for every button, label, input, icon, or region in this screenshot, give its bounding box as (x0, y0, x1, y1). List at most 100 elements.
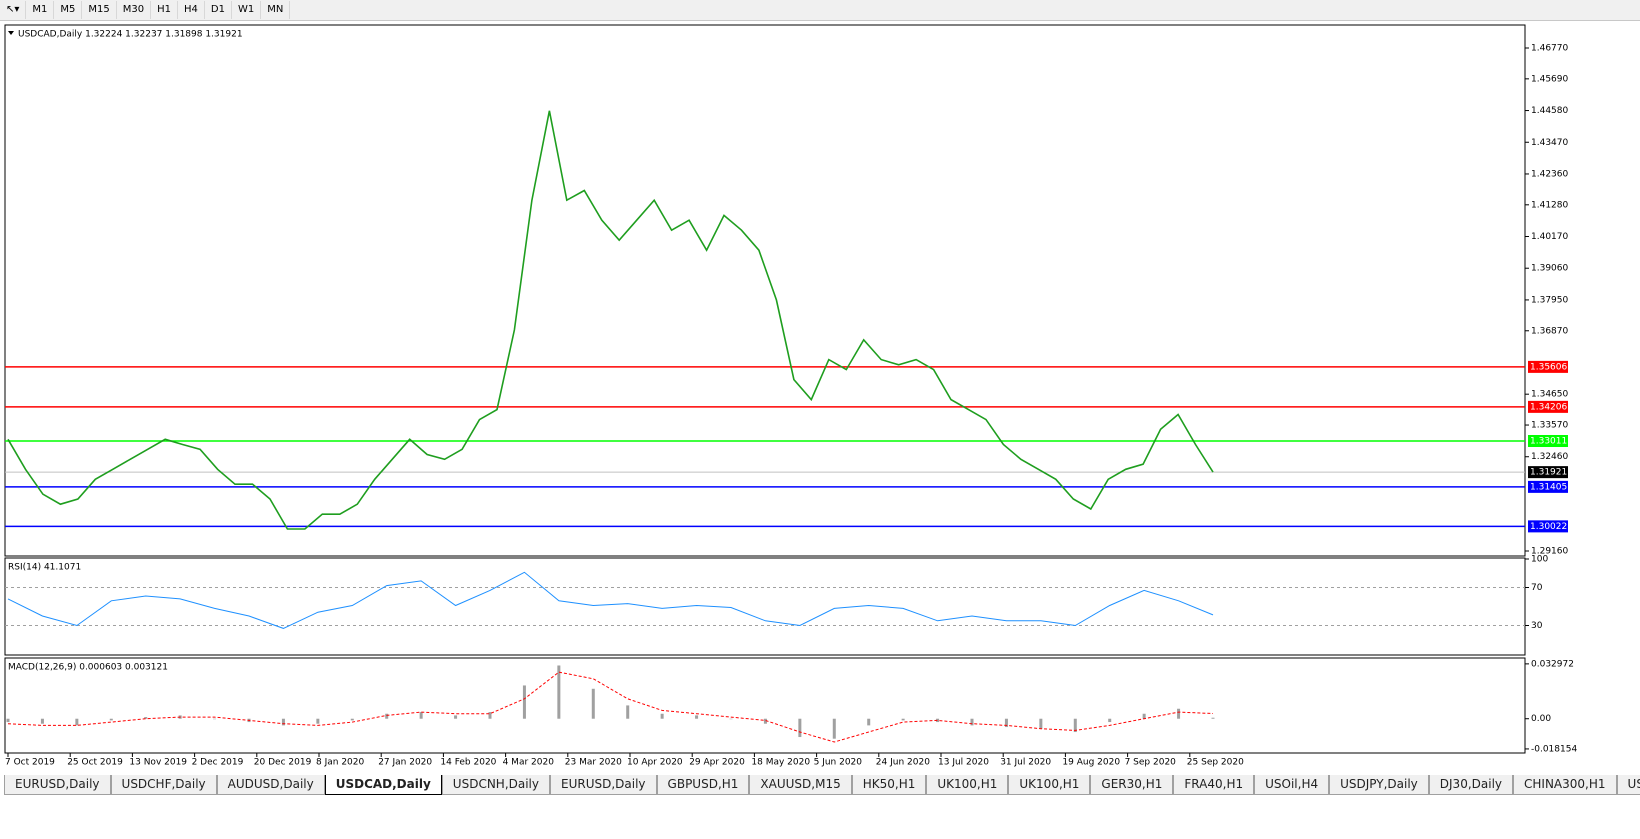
price-line (7, 571, 1214, 629)
timeframe-button[interactable]: H4 (178, 1, 205, 19)
price-level-badge (1528, 480, 1568, 493)
title-arrow (8, 31, 14, 35)
x-tick-label: 24 Jun 2020 (876, 758, 930, 768)
macd-bar (660, 713, 664, 719)
macd-bar (1211, 717, 1215, 719)
chart-tab[interactable]: GBPUSD,H1 (656, 775, 750, 795)
macd-bar (454, 715, 458, 719)
x-tick-label: 5 Jun 2020 (814, 758, 863, 768)
x-tick-label: 29 Apr 2020 (689, 758, 745, 768)
macd-bar (832, 718, 836, 739)
chart-window: USDCAD,Daily 1.32224 1.32237 1.31898 1.3… (4, 24, 1577, 768)
panel-frame (4, 557, 1526, 656)
chart-tab[interactable]: FRA40,H1 (1173, 775, 1255, 795)
price-level-badge (1528, 435, 1568, 448)
macd-bar (1039, 718, 1043, 729)
price-level-label: 1.33011 (1530, 437, 1567, 447)
chart-tab[interactable]: USDCHF,Daily (110, 775, 217, 795)
macd-bar (1004, 718, 1008, 728)
macd-bar (385, 713, 389, 719)
y-tick-label: 0.00 (1531, 714, 1551, 724)
macd-bar (798, 718, 802, 738)
x-tick-label: 7 Sep 2020 (1125, 758, 1177, 768)
price-level-badge (1528, 520, 1568, 533)
price-level-label: 1.31921 (1530, 468, 1567, 478)
chart-tab[interactable]: USDCNH,Daily (441, 775, 550, 795)
price-line (7, 110, 1214, 530)
macd-bar (901, 718, 905, 721)
macd-bar (936, 718, 940, 723)
panel-title: USDCAD,Daily 1.32224 1.32237 1.31898 1.3… (18, 30, 243, 40)
y-tick-label: 1.45690 (1531, 74, 1568, 84)
y-tick-label: -0.018154 (1531, 744, 1577, 754)
macd-bar (350, 718, 354, 721)
macd-bar (213, 718, 217, 720)
y-tick-label: 1.42360 (1531, 169, 1568, 179)
chart-tab[interactable]: AUDUSD,Daily (216, 775, 325, 795)
x-tick-label: 14 Feb 2020 (440, 758, 496, 768)
x-tick-label: 19 Aug 2020 (1062, 758, 1120, 768)
y-tick-label: 0.032972 (1531, 659, 1574, 669)
macd-bar (419, 712, 423, 719)
timeframe-button[interactable]: W1 (232, 1, 262, 19)
chart-tab[interactable]: UK100,H1 (926, 775, 1009, 795)
y-tick-label: 1.34650 (1531, 390, 1568, 400)
panel-title: MACD(12,26,9) 0.000603 0.003121 (8, 663, 168, 673)
macd-bar (729, 718, 733, 720)
macd-bar (695, 715, 699, 719)
chart-tab[interactable]: USDJPY,Daily (1329, 775, 1429, 795)
price-level-label: 1.35606 (1530, 362, 1567, 372)
y-tick-label: 1.44580 (1531, 106, 1568, 116)
macd-bar (281, 718, 285, 726)
x-tick-label: 25 Oct 2019 (67, 758, 123, 768)
macd-bar (6, 718, 10, 723)
price-level-label: 1.31405 (1530, 482, 1567, 492)
macd-bar (867, 718, 871, 726)
panel-title: RSI(14) 41.1071 (8, 563, 81, 573)
y-tick-label: 1.37950 (1531, 295, 1568, 305)
chart-tab[interactable]: HK50,H1 (851, 775, 927, 795)
x-tick-label: 13 Nov 2019 (129, 758, 187, 768)
chart-tab[interactable]: XAUUSD,M15 (749, 775, 852, 795)
chart-tab[interactable]: USOil,H (1616, 775, 1640, 795)
timeframe-button[interactable]: H1 (151, 1, 179, 19)
panel-frame (4, 24, 1526, 557)
y-tick-label: 1.29160 (1531, 547, 1568, 557)
macd-bar (626, 705, 630, 719)
macd-bar (1177, 708, 1181, 719)
macd-bar (591, 688, 595, 719)
timeframe-button[interactable]: M30 (117, 1, 152, 19)
chart-tab[interactable]: CHINA300,H1 (1513, 775, 1617, 795)
x-tick-label: 13 Jul 2020 (938, 758, 989, 768)
y-tick-label: 1.33570 (1531, 421, 1568, 431)
chart-tab[interactable]: USDCAD,Daily (324, 775, 442, 795)
x-tick-label: 7 Oct 2019 (5, 758, 55, 768)
chart-tab[interactable]: EURUSD,Daily (550, 775, 657, 795)
chart-tab[interactable]: UK100,H1 (1008, 775, 1091, 795)
price-level-label: 1.34206 (1530, 402, 1567, 412)
macd-bar (522, 685, 526, 719)
macd-bar (144, 717, 148, 719)
macd-bar (75, 718, 79, 726)
macd-bar (1108, 718, 1112, 723)
timeframe-button[interactable]: M1 (26, 1, 55, 19)
timeframe-button[interactable]: MN (261, 1, 291, 19)
timeframe-button[interactable]: D1 (205, 1, 232, 19)
chart-tab[interactable]: EURUSD,Daily (4, 775, 111, 795)
x-tick-label: 20 Dec 2019 (254, 758, 312, 768)
chart-tab[interactable]: GER30,H1 (1090, 775, 1174, 795)
timeframe-button[interactable]: M15 (82, 1, 117, 19)
macd-signal (7, 671, 1214, 743)
chart-tab[interactable]: USOil,H4 (1254, 775, 1330, 795)
tool-icon[interactable]: ↖▾ (0, 1, 27, 19)
macd-bar (763, 718, 767, 724)
chart-tab[interactable]: DJ30,Daily (1428, 775, 1514, 795)
timeframe-button[interactable]: M5 (54, 1, 83, 19)
x-tick-label: 10 Apr 2020 (627, 758, 683, 768)
timeframe-toolbar: ↖▾ M1 M5 M15 M30 H1 H4 D1 W1 MN (0, 0, 1640, 21)
x-tick-label: 27 Jan 2020 (378, 758, 432, 768)
macd-bar (1073, 718, 1077, 733)
price-level-label: 1.30022 (1530, 522, 1567, 532)
y-tick-label: 1.36870 (1531, 326, 1568, 336)
